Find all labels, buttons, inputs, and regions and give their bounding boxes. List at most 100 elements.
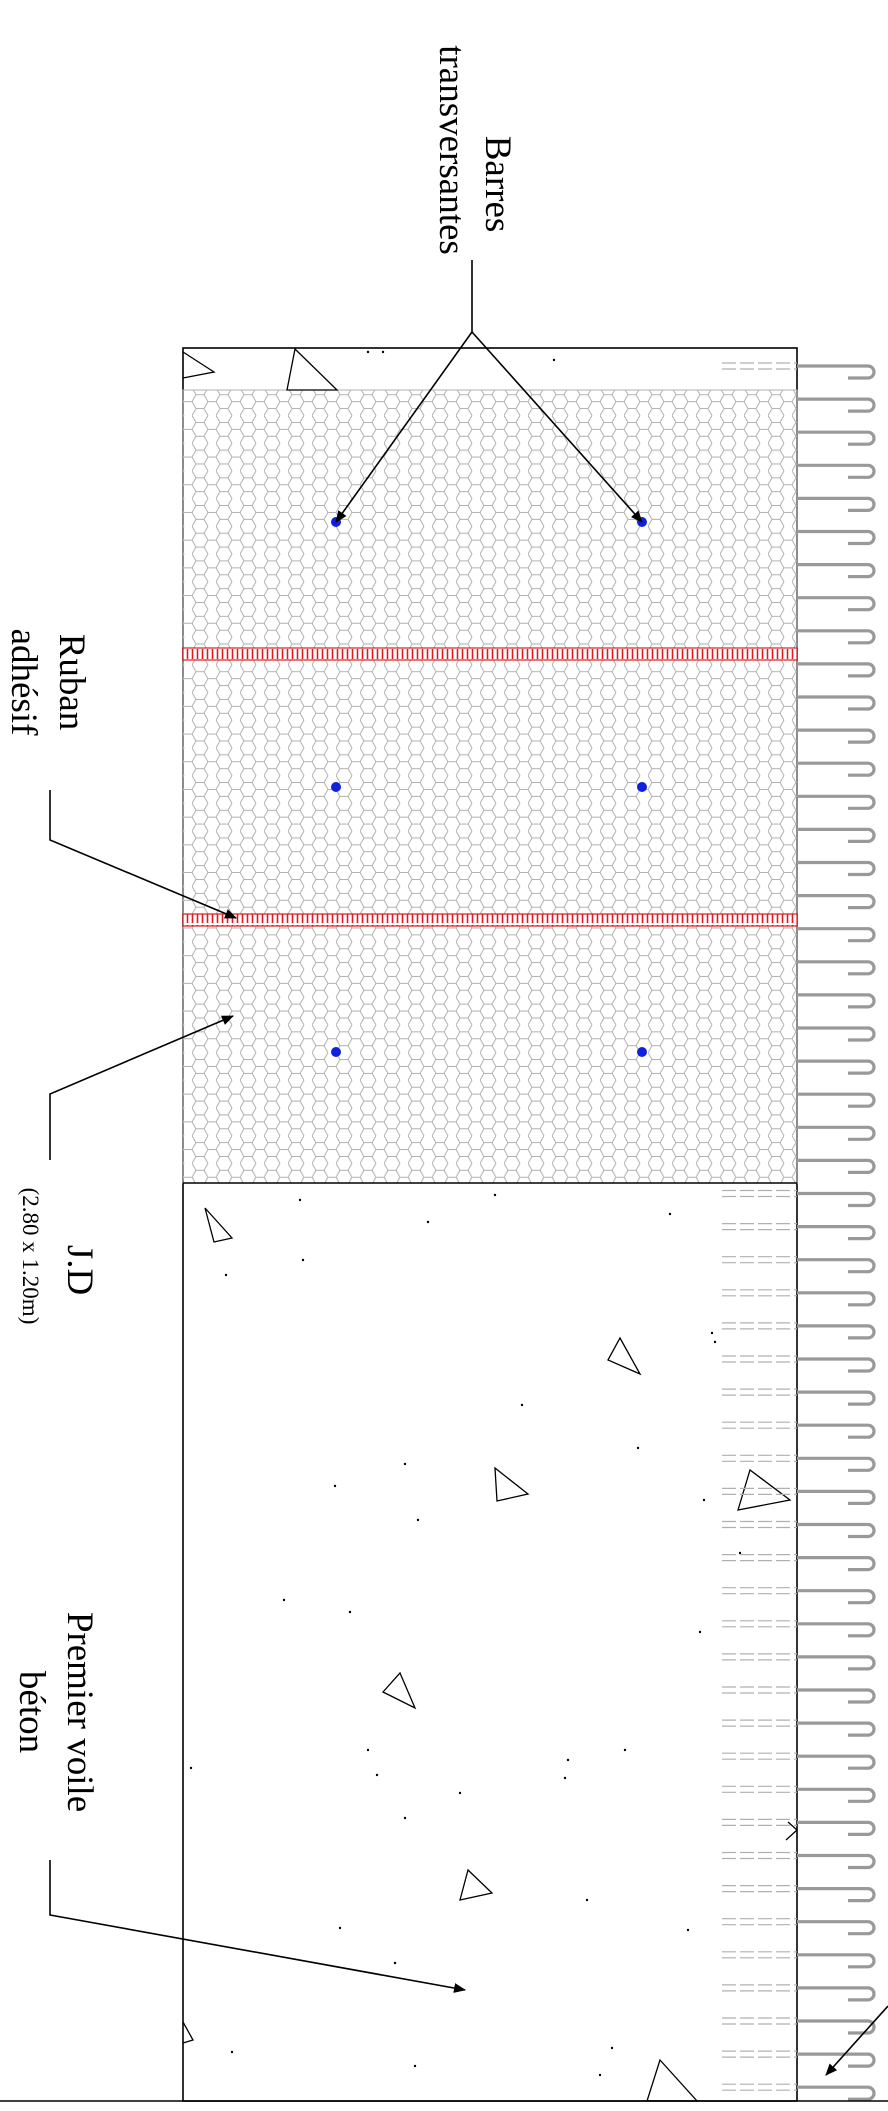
hook-embedment-line (722, 1256, 797, 1264)
hook-icon (797, 364, 876, 380)
label-voile-line1: Premier voile (59, 1612, 100, 1812)
aggregate-triangle-icon (459, 1868, 494, 1901)
hook-embedment-line (722, 1818, 797, 1826)
hook-embedment-line (722, 1851, 797, 1860)
hook-embedment-line (722, 1620, 797, 1628)
hook-embedment-line (722, 1189, 797, 1198)
hook-icon (797, 2085, 876, 2101)
hook-icon (797, 662, 876, 678)
label-jd-line2: (2.80 x 1.20m) (18, 1188, 43, 1325)
hook-embedment-line (722, 2083, 797, 2091)
bar-dot-icon (331, 782, 341, 792)
hook-icon (797, 695, 876, 711)
hook-icon (797, 1655, 876, 1671)
hook-embedment-line (722, 1289, 797, 1297)
hook-icon (797, 1589, 876, 1605)
hook-icon (797, 1953, 876, 1969)
leader-lines (49, 260, 888, 2076)
hook-icon (797, 1324, 876, 1340)
hook-icon (797, 794, 876, 810)
hook-icon (797, 1423, 876, 1439)
hook-embedment-line (722, 1984, 797, 1992)
hook-embedment-line (722, 1487, 797, 1495)
hook-embedment-line (722, 1587, 797, 1595)
hook-icon (797, 563, 876, 579)
bar-dot-icon (331, 1047, 341, 1057)
aggregate-triangle-icon (494, 1466, 530, 1502)
aggregate-triangle-icon (646, 2058, 699, 2102)
hook-icon (797, 2052, 876, 2068)
hook-icon (797, 1059, 876, 1075)
hook-icon (797, 1622, 876, 1638)
hook-embedment-line (722, 362, 797, 370)
aggregate-triangle-icon (785, 1821, 798, 1841)
label-jd-line1: J.D (59, 1245, 100, 1295)
hook-icon (797, 1125, 876, 1141)
aggregate-triangle-icon (182, 2021, 194, 2044)
wall-leader (49, 1860, 466, 1993)
hook-icon (797, 1390, 876, 1406)
hook-embedment-line (722, 1951, 797, 1959)
hook-icon (797, 1820, 876, 1836)
jd-leader (49, 1015, 234, 1160)
hook-icon (797, 1787, 876, 1803)
adhesive-tape-upper (182, 647, 798, 661)
tape-leader (49, 790, 237, 919)
hook-icon (797, 1522, 876, 1539)
hook-icon (797, 430, 876, 446)
hook-icon (797, 860, 876, 877)
label-barres-line1: Barres (477, 136, 518, 233)
hook-icon (797, 1754, 876, 1770)
bar-dot-icon (637, 782, 647, 792)
connector-hooks (722, 362, 876, 2101)
aggregate-triangle-icon (381, 1671, 417, 1710)
hook-icon (797, 1721, 876, 1737)
hook-embedment-line (722, 1554, 797, 1562)
hook-icon (797, 894, 876, 910)
concrete-specks (189, 350, 742, 2077)
aggregate-triangle-icon (182, 351, 216, 379)
hook-icon (797, 1225, 876, 1241)
hook-icon (797, 596, 876, 612)
bar-dot-icon (637, 1047, 647, 1057)
hook-embedment-line (722, 1223, 797, 1231)
hook-embedment-line (722, 1785, 797, 1793)
hook-embedment-line (722, 1885, 797, 1893)
hook-icon (797, 993, 876, 1009)
hook-icon (797, 496, 876, 512)
hook-icon (797, 960, 876, 976)
hook-icon (797, 2019, 876, 2035)
hook-icon (797, 1556, 876, 1572)
hook-embedment-line (722, 1752, 797, 1760)
label-barres-line2: transversantes (431, 45, 472, 255)
hook-embedment-line (722, 1355, 797, 1363)
joint-mesh-area (182, 389, 798, 1184)
hook-icon (797, 463, 876, 479)
label-voile-line2: béton (11, 1671, 52, 1753)
label-ruban-line1: Ruban (51, 634, 92, 731)
hook-icon (797, 1986, 876, 2002)
hook-icon (797, 927, 876, 943)
hook-icon (797, 1489, 876, 1505)
hook-icon (797, 397, 876, 413)
hook-embedment-line (722, 1454, 797, 1462)
hook-icon (797, 1026, 876, 1042)
corner-leader (825, 2005, 888, 2076)
hook-icon (797, 1887, 876, 1903)
hook-embedment-line (722, 1322, 797, 1330)
hook-embedment-line (722, 1421, 797, 1429)
hook-icon (797, 1688, 876, 1704)
hook-icon (797, 827, 876, 843)
hook-icon (797, 1158, 876, 1174)
aggregate-triangle-icon (607, 1336, 642, 1376)
bars-leader-right (471, 331, 643, 523)
hook-icon (797, 1291, 876, 1307)
hook-icon (797, 629, 876, 645)
hook-embedment-line (722, 1653, 797, 1661)
hook-icon (797, 728, 876, 744)
label-ruban-line2: adhésif (3, 629, 44, 737)
hook-icon (797, 1357, 876, 1373)
hook-icon (797, 761, 876, 777)
hook-embedment-line (722, 1388, 797, 1396)
